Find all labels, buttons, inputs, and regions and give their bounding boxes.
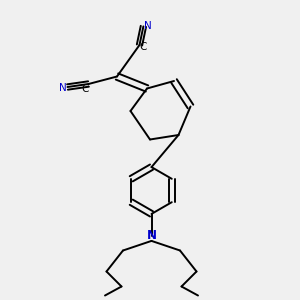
- Text: N: N: [144, 21, 152, 32]
- Text: N: N: [146, 229, 157, 242]
- Text: C: C: [140, 41, 147, 52]
- Text: C: C: [82, 83, 89, 94]
- Text: N: N: [59, 83, 67, 93]
